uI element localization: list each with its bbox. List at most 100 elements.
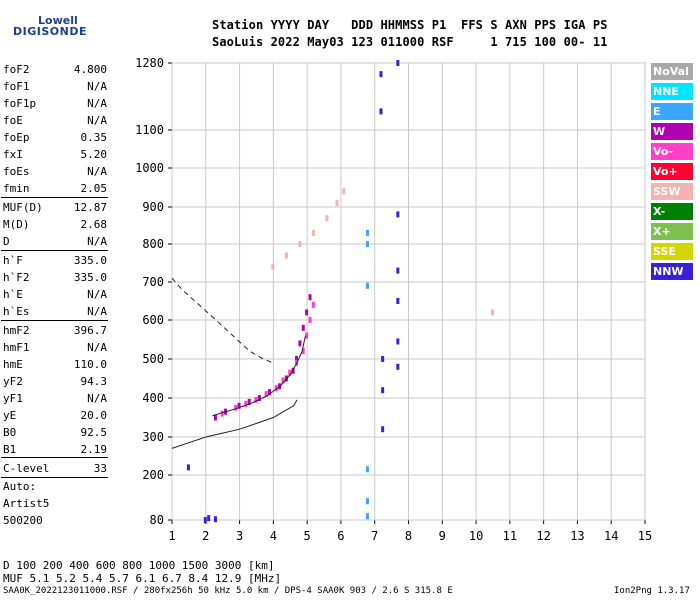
legend-item: NoVal	[651, 63, 693, 80]
echo-point	[396, 363, 400, 370]
param-value: 94.3	[80, 375, 108, 388]
echo-point	[207, 515, 211, 522]
profile-curve	[212, 335, 306, 417]
param-name: foF1	[3, 80, 30, 93]
y-tick-label: 300	[142, 430, 164, 444]
echo-point	[267, 389, 271, 396]
panel-separator	[1, 477, 108, 478]
panel-separator	[1, 320, 108, 321]
param-row: C-level 33	[3, 462, 107, 477]
echo-point	[237, 402, 241, 409]
param-name: B1	[3, 443, 17, 456]
profile-curve	[171, 399, 298, 449]
param-value: 92.5	[80, 426, 108, 439]
x-tick-label: 10	[469, 529, 483, 543]
echo-point	[365, 466, 369, 473]
param-value: 0.35	[80, 131, 108, 144]
legend-item: Vo-	[651, 143, 693, 160]
param-name: hmF1	[3, 341, 30, 354]
param-row: foF1 N/A	[3, 80, 107, 95]
header-columns: Station YYYY DAY DDD HHMMSS P1 FFS S AXN…	[212, 18, 608, 32]
x-tick-label: 12	[536, 529, 550, 543]
echo-point	[396, 60, 400, 66]
param-row: foF2 4.800	[3, 63, 107, 78]
autoscaling-program: Artist5	[3, 497, 50, 510]
panel-separator	[1, 250, 108, 251]
param-row: M(D) 2.68	[3, 218, 107, 233]
logo-digisonde: DIGISONDE	[13, 25, 87, 38]
echo-point	[365, 282, 369, 289]
param-row: foF1p N/A	[3, 97, 107, 112]
param-row: h`F 335.0	[3, 254, 107, 269]
echo-point	[295, 356, 299, 362]
echo-point	[490, 309, 494, 316]
autoscaling-version: 500200	[3, 514, 43, 527]
param-value: 2.68	[80, 218, 108, 231]
echo-point	[203, 517, 207, 523]
param-name: MUF(D)	[3, 201, 43, 214]
y-tick-label: 900	[142, 200, 164, 214]
x-tick-label: 4	[270, 529, 277, 543]
echo-point	[301, 348, 305, 355]
param-value: N/A	[87, 305, 107, 318]
echo-point	[308, 317, 312, 323]
echo-point	[381, 356, 385, 362]
echo-point	[288, 369, 292, 376]
echo-point	[264, 391, 268, 398]
param-name: h`F2	[3, 271, 30, 284]
param-name: fmin	[3, 182, 30, 195]
param-name: fxI	[3, 148, 23, 161]
echo-point	[396, 338, 400, 345]
echo-point	[342, 188, 346, 195]
y-tick-label: 80	[150, 513, 164, 527]
echo-point	[244, 400, 248, 407]
y-tick-label: 200	[142, 468, 164, 482]
param-value: 2.19	[80, 443, 108, 456]
param-value: 33	[93, 462, 107, 475]
legend-item: Vo+	[651, 163, 693, 180]
param-value: N/A	[87, 392, 107, 405]
echo-point	[396, 298, 400, 304]
echo-point	[213, 516, 217, 523]
param-row: foEs N/A	[3, 165, 107, 180]
program-version: Ion2Png 1.3.17	[614, 586, 690, 596]
legend-item: X+	[651, 223, 693, 240]
param-name: C-level	[3, 462, 50, 475]
y-tick-label: 800	[142, 237, 164, 251]
legend-item: X-	[651, 203, 693, 220]
autoscaling-label: Auto:	[3, 480, 37, 493]
param-value: N/A	[87, 288, 107, 301]
x-tick-label: 15	[638, 529, 652, 543]
param-name: B0	[3, 426, 17, 439]
param-value: 20.0	[80, 409, 108, 422]
header-values: SaoLuis 2022 May03 123 011000 RSF 1 715 …	[212, 35, 608, 49]
file-info: SAA0K_2022123011000.RSF / 280fx256h 50 k…	[3, 586, 453, 596]
x-tick-label: 5	[304, 529, 311, 543]
distance-row: D 100 200 400 600 800 1000 1500 3000 [km…	[3, 559, 275, 572]
x-tick-label: 11	[503, 529, 517, 543]
param-row: yE 20.0	[3, 409, 107, 424]
param-row: B0 92.5	[3, 426, 107, 441]
x-tick-label: 3	[236, 529, 243, 543]
muf-row: MUF 5.1 5.2 5.4 5.7 6.1 6.7 8.4 12.9 [MH…	[3, 572, 282, 585]
legend-item: W	[651, 123, 693, 140]
param-row: D N/A	[3, 235, 107, 250]
param-name: foEs	[3, 165, 30, 178]
param-name: foF1p	[3, 97, 37, 110]
param-name: foF2	[3, 63, 30, 76]
echo-point	[257, 395, 261, 401]
echo-point	[365, 513, 369, 520]
param-value: 5.20	[80, 148, 108, 161]
echo-point	[381, 387, 385, 394]
echo-point	[396, 267, 400, 274]
echo-point	[308, 294, 312, 301]
x-tick-label: 1	[168, 529, 175, 543]
x-tick-label: 2	[202, 529, 209, 543]
param-row: h`E N/A	[3, 288, 107, 303]
legend-item: NNE	[651, 83, 693, 100]
echo-point	[325, 215, 329, 222]
echo-point	[365, 241, 369, 247]
param-name: foEp	[3, 131, 30, 144]
param-value: 4.800	[73, 63, 107, 76]
